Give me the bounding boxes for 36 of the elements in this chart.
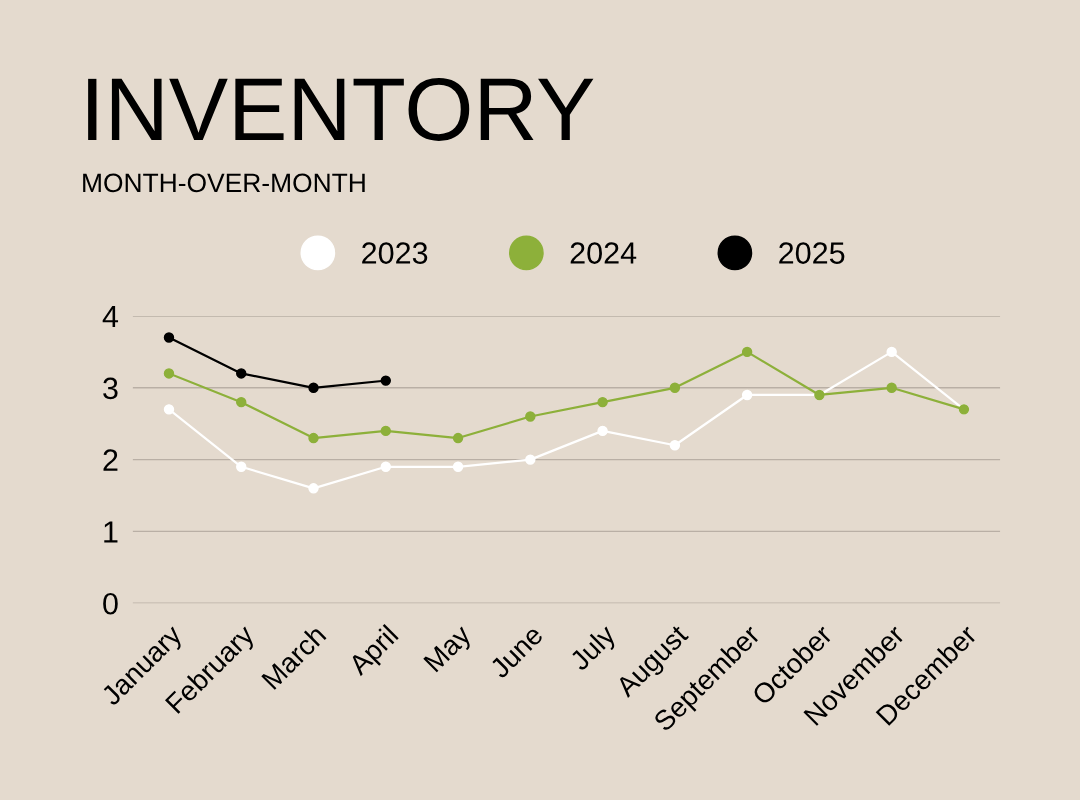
legend-label: 2024 [570, 242, 637, 264]
point [308, 483, 319, 494]
y-tick-label: 1 [104, 521, 118, 543]
point [452, 461, 464, 472]
chart-title: INVENTORY [88, 77, 594, 141]
x-tick-label: July [567, 622, 621, 676]
point [236, 368, 247, 379]
point [525, 411, 536, 422]
point [669, 382, 681, 394]
chart-subtitle: MONTH-OVER-MONTH [83, 173, 365, 193]
point [525, 454, 536, 465]
point [308, 432, 319, 444]
point [163, 332, 175, 343]
y-tick-label: 3 [103, 377, 118, 400]
point [741, 389, 753, 401]
point [380, 461, 391, 472]
point [886, 382, 897, 394]
point [236, 396, 247, 408]
point [452, 432, 464, 444]
point [380, 425, 391, 437]
point [669, 440, 681, 451]
point [236, 461, 247, 472]
y-tick-label: 0 [103, 592, 118, 615]
x-tick-label: May [423, 623, 477, 677]
point [597, 425, 608, 437]
legend-label: 2023 [362, 242, 428, 264]
legend-label: 2025 [779, 242, 845, 264]
y-tick-label: 2 [103, 449, 118, 471]
point [886, 346, 897, 358]
point [163, 368, 175, 379]
point [163, 404, 175, 415]
point [597, 396, 608, 408]
point [380, 375, 391, 386]
point [308, 382, 319, 394]
y-tick-label: 4 [102, 306, 119, 328]
point [741, 346, 753, 358]
